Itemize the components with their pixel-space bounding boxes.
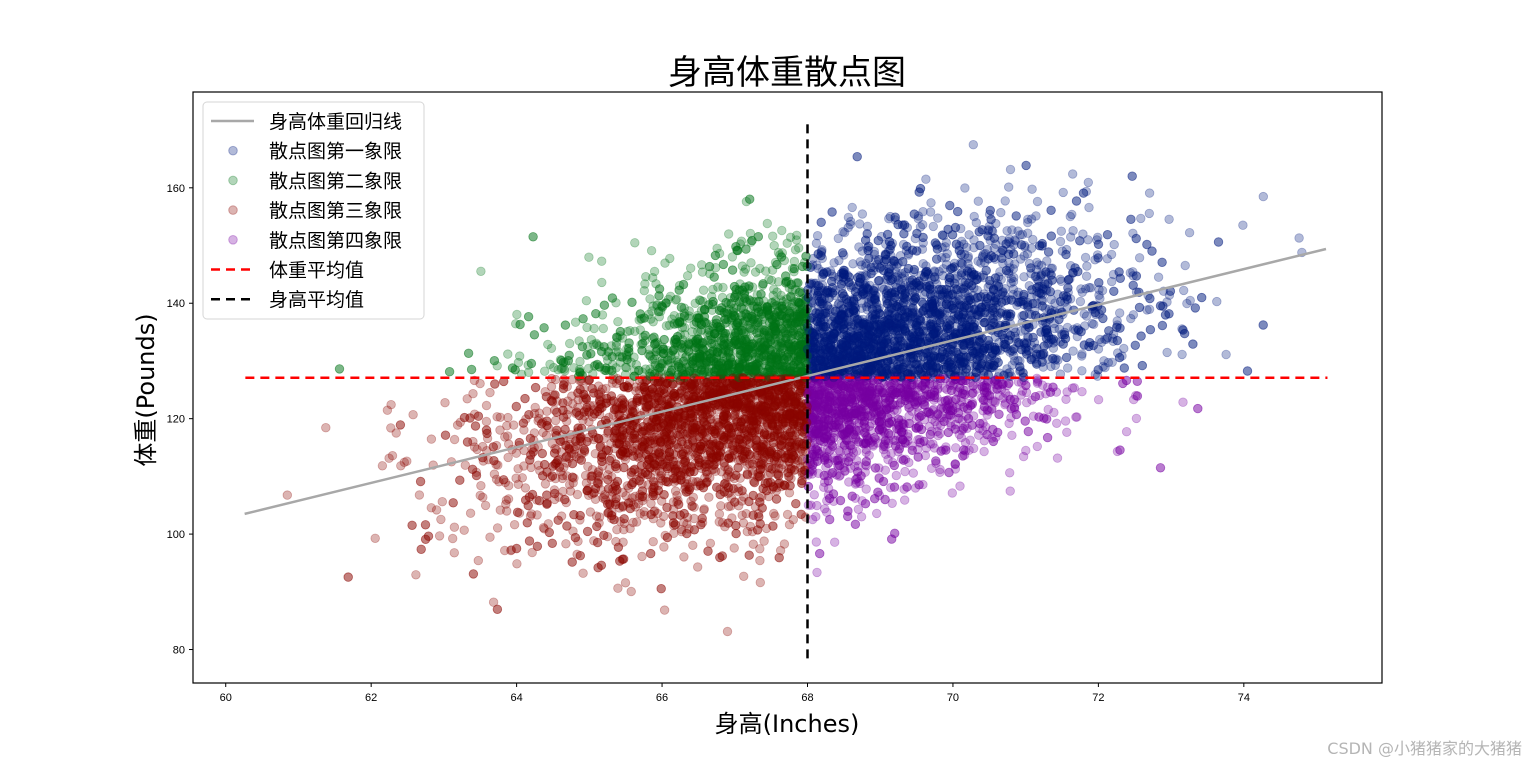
legend: 身高体重回归线散点图第一象限散点图第二象限散点图第三象限散点图第四象限体重平均值… [202, 101, 425, 320]
x-tick-label: 70 [947, 692, 959, 704]
y-axis-label: 体重(Pounds) [132, 313, 160, 466]
legend-label: 体重平均值 [269, 260, 364, 282]
y-tick-label: 140 [167, 298, 185, 310]
x-axis-ticks: 60 62 64 66 68 70 72 74 [220, 683, 1250, 704]
legend-label: 身高体重回归线 [269, 111, 402, 133]
legend-item: 散点图第三象限 [228, 200, 402, 222]
legend-item: 身高体重回归线 [211, 111, 402, 133]
legend-dot-icon [228, 175, 238, 186]
y-tick-label: 160 [167, 183, 185, 195]
y-tick-label: 100 [167, 529, 185, 541]
legend-dot-icon [228, 145, 238, 156]
axes-frame [192, 91, 1383, 684]
scatter-points [282, 139, 1307, 637]
y-tick-label: 80 [173, 645, 185, 657]
x-tick-label: 60 [220, 692, 232, 704]
legend-dot-icon [228, 205, 238, 215]
legend-dot-icon [228, 235, 238, 245]
legend-item: 体重平均值 [211, 260, 364, 282]
regression-line [244, 247, 1327, 516]
x-tick-label: 62 [365, 692, 377, 704]
watermark: CSDN @小猪猪家的大猪猪 [1327, 739, 1522, 758]
legend-label: 散点图第三象限 [269, 200, 402, 222]
legend-item: 散点图第一象限 [228, 141, 402, 163]
x-tick-label: 68 [801, 692, 813, 704]
legend-label: 散点图第四象限 [269, 230, 402, 252]
x-axis-label: 身高(Inches) [715, 710, 860, 738]
x-tick-label: 74 [1238, 692, 1250, 704]
legend-item: 散点图第四象限 [228, 230, 402, 252]
legend-item: 散点图第二象限 [228, 170, 402, 192]
plot-area [244, 124, 1328, 662]
x-tick-label: 72 [1092, 692, 1104, 704]
y-tick-label: 120 [167, 414, 185, 426]
reference-lines [244, 124, 1328, 662]
y-axis-ticks: 80 100 120 140 160 [167, 183, 193, 657]
legend-item: 身高平均值 [211, 289, 364, 311]
legend-label: 散点图第一象限 [269, 141, 402, 163]
chart-title: 身高体重散点图 [668, 53, 906, 93]
x-tick-label: 66 [656, 692, 668, 704]
x-tick-label: 64 [510, 692, 522, 704]
legend-label: 散点图第二象限 [269, 170, 402, 192]
legend-label: 身高平均值 [269, 289, 364, 311]
